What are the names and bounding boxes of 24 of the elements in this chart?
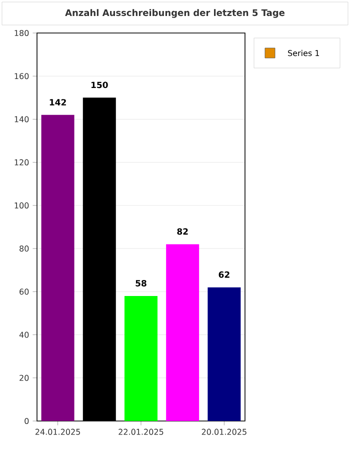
x-tick-label: 22.01.2025 (118, 428, 164, 435)
bar (124, 296, 158, 421)
y-tick-label: 0 (24, 418, 29, 424)
x-tick-label: 20.01.2025 (202, 428, 246, 435)
x-tick-label: 24.01.2025 (35, 428, 80, 435)
bar (208, 287, 241, 421)
data-label: 62 (218, 271, 230, 278)
data-label: 82 (177, 228, 188, 235)
y-tick-label: 140 (14, 116, 29, 122)
text: Series 1 (288, 50, 320, 56)
bar (166, 244, 200, 421)
chart-title: Anzahl Ausschreibungen der letzten 5 Tage (65, 9, 285, 18)
y-tick-label: 80 (20, 246, 29, 252)
y-tick-label: 120 (14, 159, 29, 166)
y-tick-label: 20 (20, 374, 29, 381)
data-label: 150 (91, 82, 108, 88)
y-tick-label: 60 (20, 288, 29, 295)
bar (41, 114, 74, 421)
y-tick-label: 100 (14, 202, 29, 208)
y-tick-label: 40 (19, 332, 29, 338)
y-tick-label: 180 (14, 30, 29, 36)
data-label: 142 (50, 99, 66, 106)
data-label: 58 (136, 280, 146, 286)
y-tick-label: 160 (14, 73, 29, 80)
